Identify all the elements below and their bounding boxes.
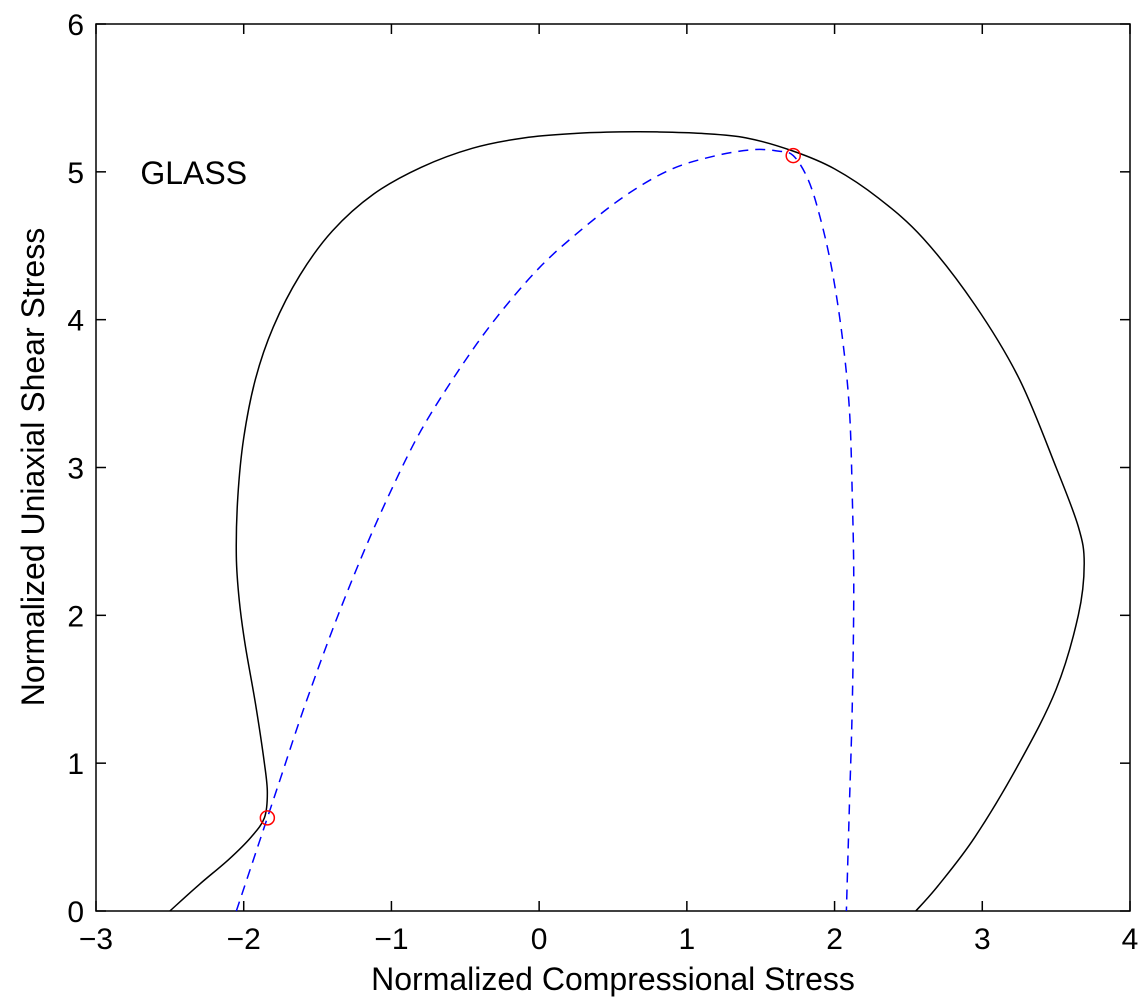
intersection-marker xyxy=(259,810,276,826)
y-tick-label: 4 xyxy=(67,305,84,338)
marker-group xyxy=(259,147,801,826)
x-tick-label: 1 xyxy=(679,923,696,956)
y-tick-label: 3 xyxy=(67,453,84,486)
y-tick-label: 5 xyxy=(67,157,84,190)
solid-curve xyxy=(169,130,1085,912)
intersection-marker xyxy=(785,147,801,164)
series-group xyxy=(169,130,1085,912)
x-tick-label: 3 xyxy=(974,923,991,956)
axis-ticks xyxy=(95,23,1131,912)
x-tick-label: −3 xyxy=(79,923,113,956)
x-tick-label: −2 xyxy=(227,923,261,956)
y-tick-label: 1 xyxy=(67,748,84,781)
annotation-group: GLASS xyxy=(140,155,247,191)
x-tick-label: −1 xyxy=(374,923,408,956)
y-tick-label: 2 xyxy=(67,600,84,633)
axis-tick-labels: −3 −2 −1 0 1 2 3 4 0 1 2 3 4 5 6 xyxy=(67,9,1138,956)
y-axis-label: Normalized Uniaxial Shear Stress xyxy=(15,228,51,706)
y-tick-label: 6 xyxy=(67,9,84,42)
plot-area xyxy=(95,23,1131,912)
y-tick-label: 0 xyxy=(67,896,84,929)
x-tick-label: 4 xyxy=(1122,923,1139,956)
x-axis-label: Normalized Compressional Stress xyxy=(371,961,855,997)
annotation-label: GLASS xyxy=(140,155,247,191)
x-tick-label: 0 xyxy=(531,923,548,956)
x-tick-label: 2 xyxy=(826,923,843,956)
